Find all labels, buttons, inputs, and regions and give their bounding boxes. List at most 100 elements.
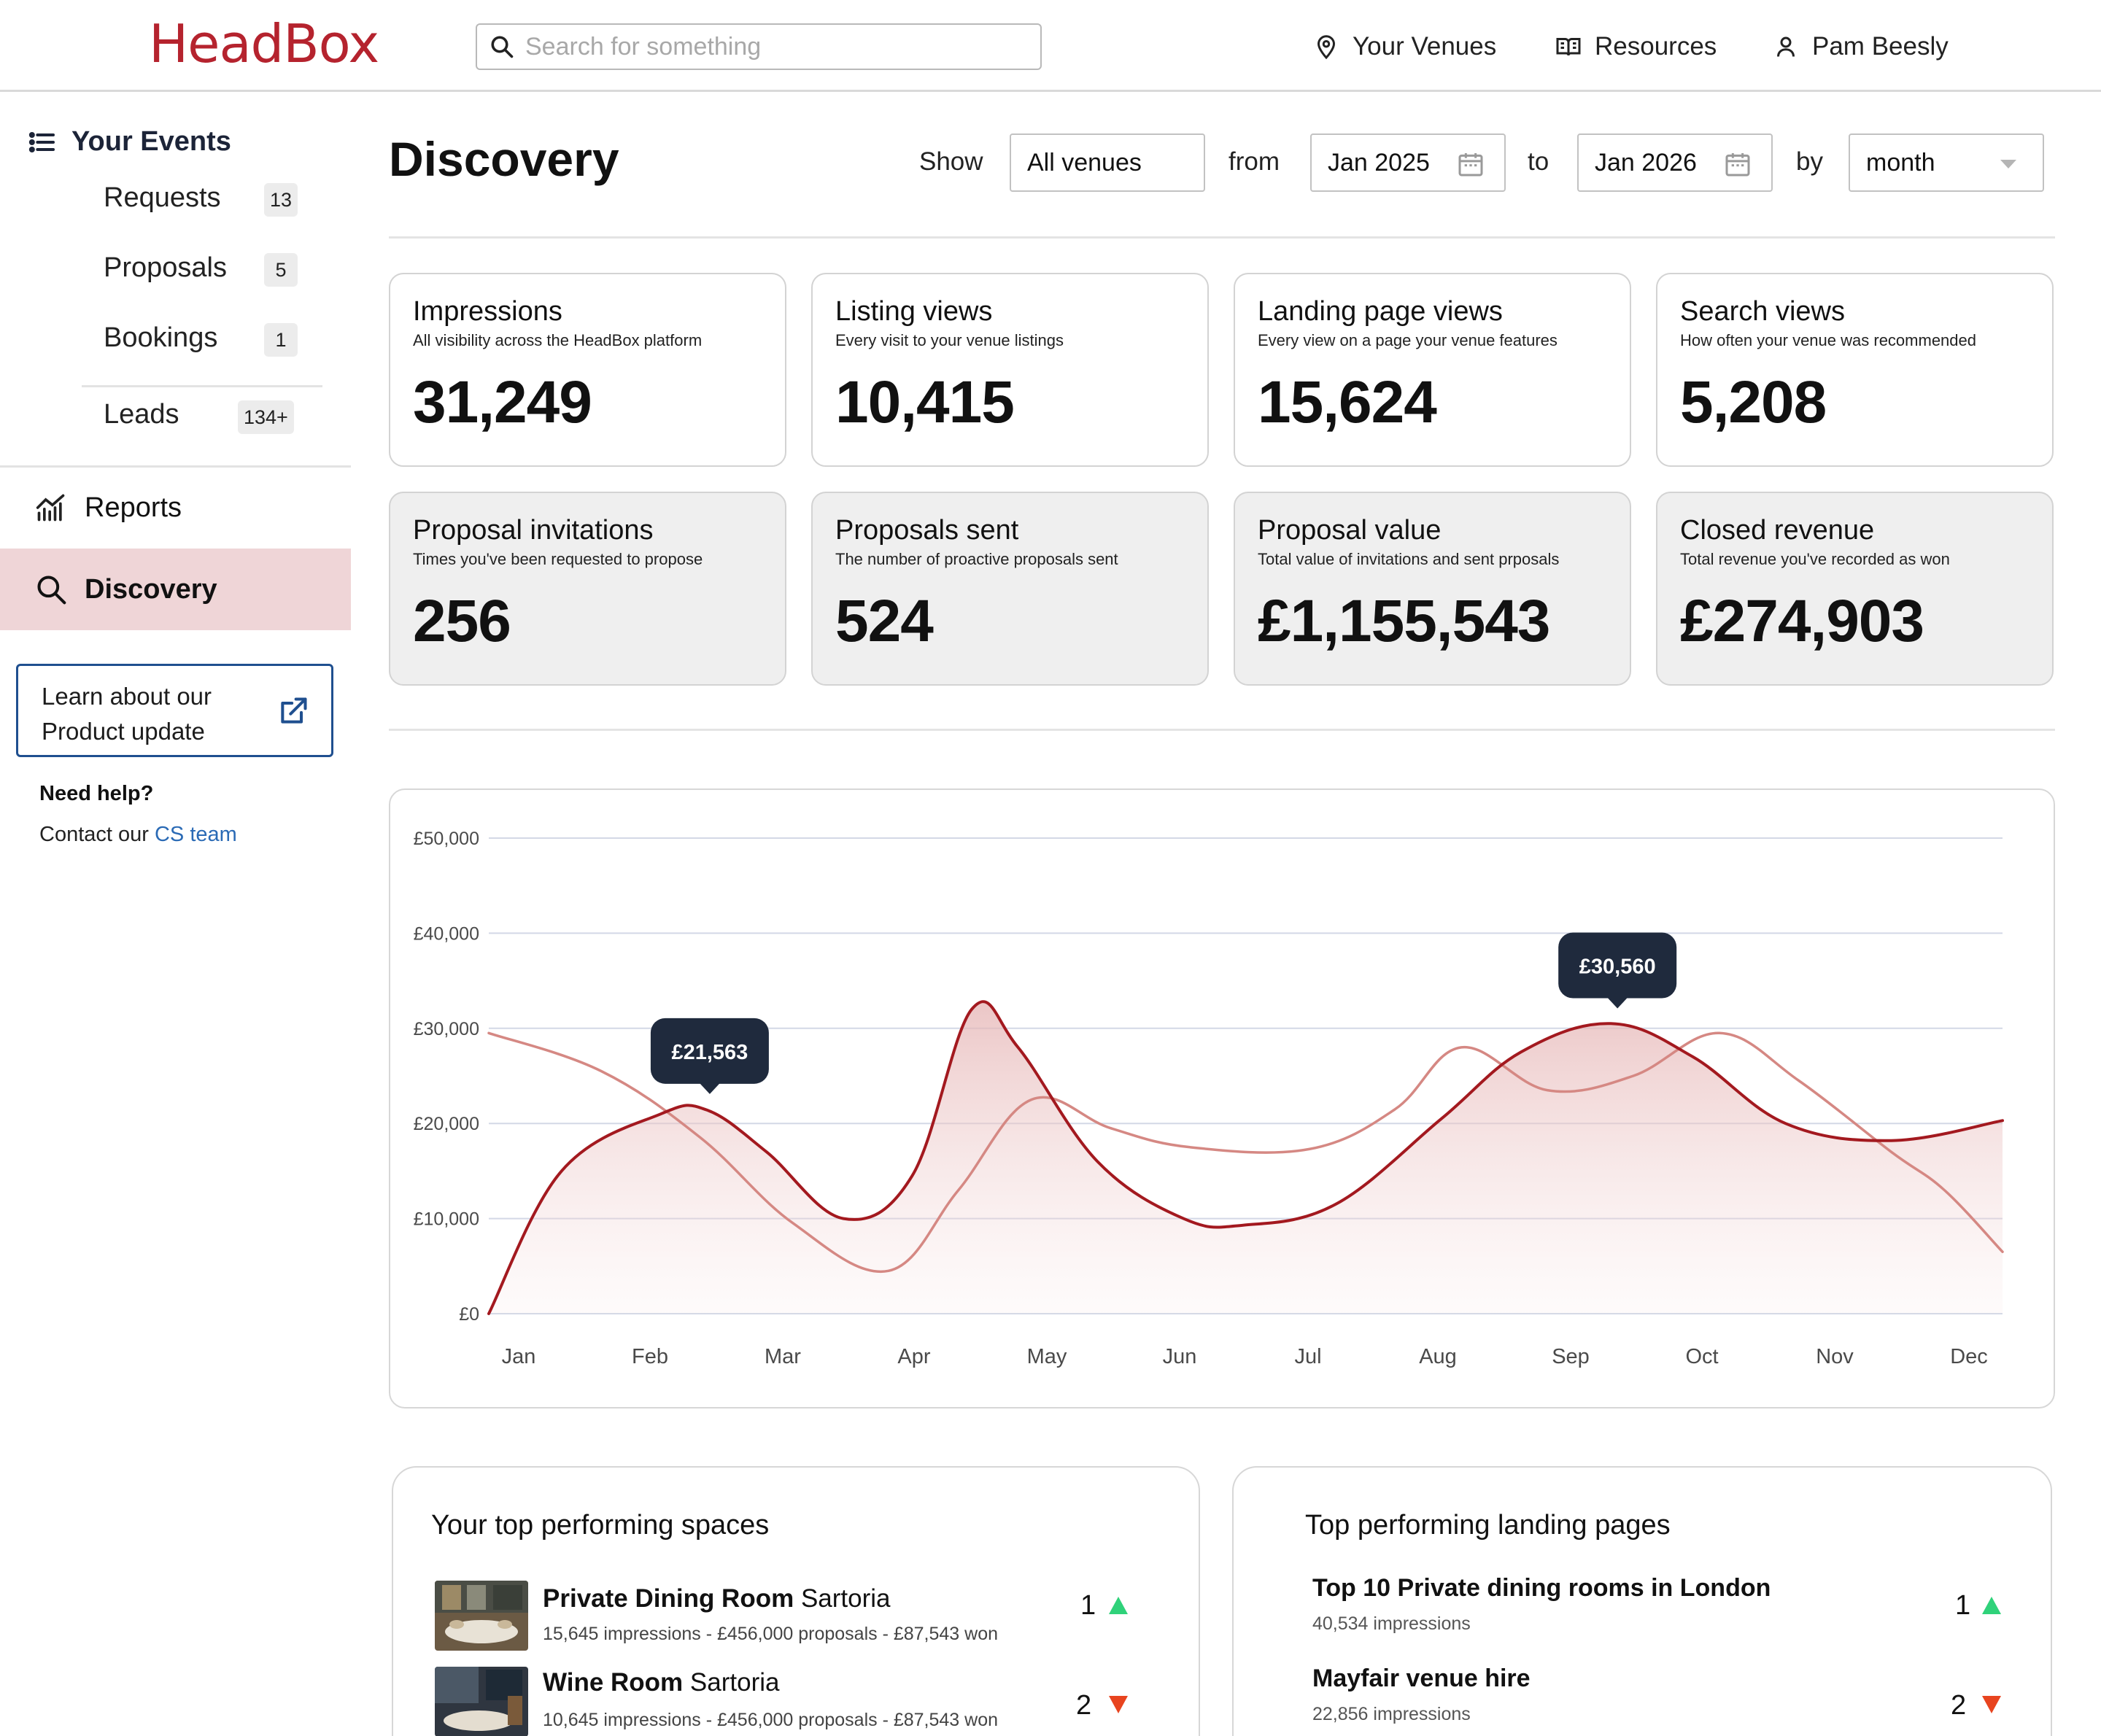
nav-resources-label: Resources [1595,32,1717,61]
headbox-logo[interactable]: HeadBox [149,15,390,73]
landing-page-name[interactable]: Mayfair venue hire [1312,1665,1531,1692]
section-divider [389,729,2055,731]
metric-subtitle: How often your venue was recommended [1680,331,1976,349]
metric-title: Listing views [835,296,993,327]
y-tick-label: £20,000 [414,1114,479,1134]
your-events-heading[interactable]: Your Events [28,126,231,158]
sidebar-item-proposals[interactable]: Proposals [104,252,227,283]
sidebar-item-requests[interactable]: Requests [104,182,221,213]
series-line[interactable] [487,1000,2004,1315]
top-navigation-bar: HeadBox Your Venues Resources Pam Beesly [0,0,2101,92]
metric-title: Proposal invitations [413,515,654,546]
show-label: Show [919,147,983,176]
space-rank: 2 [1076,1690,1092,1721]
data-point-tooltip: £30,560 [1558,932,1677,1009]
tooltip-label: £21,563 [671,1041,748,1064]
wine-room-image [435,1667,528,1736]
space-room-name: Private Dining Room [543,1584,794,1613]
trend-up-icon [1109,1597,1128,1614]
requests-count-badge: 13 [264,183,298,217]
space-venue-name: Sartoria [800,1584,891,1613]
series-line[interactable] [487,1031,2004,1274]
space-venue-name: Sartoria [689,1668,780,1697]
metric-value: 10,415 [835,369,1015,435]
landing-page-rank: 1 [1955,1590,1971,1621]
top-landing-pages-panel: Top performing landing pages Top 10 Priv… [1232,1466,2052,1736]
logo-text: HeadBox [149,13,379,74]
help-text: Contact our CS team [39,823,237,847]
tooltip-bubble [650,1018,769,1084]
x-tick-label: Sep [1552,1345,1590,1368]
space-stats: 10,645 impressions - £456,000 proposals … [543,1710,999,1730]
sidebar-item-bookings[interactable]: Bookings [104,322,218,353]
venue-select[interactable]: All venues [1010,133,1205,192]
x-tick-label: Dec [1950,1345,1988,1368]
x-tick-label: Mar [765,1345,801,1368]
book-icon [1556,38,1581,56]
x-tick-label: Aug [1419,1345,1457,1368]
list-icon [28,131,55,152]
x-tick-label: May [1027,1345,1067,1368]
from-date-picker[interactable]: Jan 2025 [1310,133,1506,192]
need-help-heading: Need help? [39,782,154,805]
search-icon [491,36,514,58]
metric-title: Closed revenue [1680,515,1875,546]
from-date-value: Jan 2025 [1328,148,1430,177]
space-room-name: Wine Room [543,1668,684,1697]
nav-resources[interactable]: Resources [1555,26,1717,67]
dining-room-image [435,1581,528,1651]
chevron-down-icon [2000,160,2016,168]
x-tick-label: Oct [1685,1345,1718,1368]
space-rank: 1 [1080,1590,1096,1621]
metric-subtitle: The number of proactive proposals sent [835,550,1118,568]
map-pin-icon [1317,35,1336,60]
learn-line-1: Learn about our [42,683,212,710]
trend-down-icon [1982,1696,2001,1713]
section-divider [389,236,2055,239]
space-thumbnail[interactable] [435,1667,528,1736]
landing-page-impressions: 40,534 impressions [1312,1613,1471,1634]
period-select-value: month [1866,148,1935,177]
revenue-chart-card: £0 £10,000 £20,000 £30,000 £40,000 £50,000 Jan… [389,788,2055,1408]
search-input[interactable] [525,32,1021,61]
sidebar-item-reports[interactable]: Reports [0,467,351,549]
metric-subtitle: Total revenue you've recorded as won [1680,550,1950,568]
y-tick-label: £40,000 [414,923,479,944]
cs-team-link[interactable]: CS team [154,823,237,846]
calendar-icon [1458,153,1483,177]
metric-value: £274,903 [1680,588,1924,654]
space-thumbnail[interactable] [435,1581,528,1651]
y-tick-label: £10,000 [414,1209,479,1230]
metric-title: Landing page views [1258,296,1503,327]
help-text-prefix: Contact our [39,823,155,846]
period-select[interactable]: month [1849,133,2044,192]
metric-card-proposals-sent: Proposals sent The number of proactive p… [811,492,1209,686]
landing-page-rank: 2 [1951,1690,1967,1721]
trend-up-icon [1982,1597,2001,1614]
metric-value: £1,155,543 [1258,588,1550,654]
search-box[interactable] [476,23,1042,70]
sidebar-item-leads[interactable]: Leads [104,399,179,430]
x-tick-label: Nov [1816,1345,1854,1368]
external-link-icon [281,697,307,724]
product-update-link[interactable]: Learn about our Product update [16,664,333,757]
to-date-picker[interactable]: Jan 2026 [1577,133,1773,192]
space-name[interactable]: Wine Room Sartoria [543,1668,779,1697]
reports-label: Reports [85,492,182,523]
nav-user-account[interactable]: Pam Beesly [1773,26,1949,67]
to-label: to [1528,147,1549,176]
sidebar-divider [82,385,322,387]
metric-title: Search views [1680,296,1845,327]
tooltip-bubble [1558,932,1677,999]
metric-card-proposal-invitations: Proposal invitations Times you've been r… [389,492,786,686]
sidebar-item-discovery[interactable]: Discovery [0,549,351,630]
y-tick-label: £0 [459,1304,479,1325]
metric-value: 524 [835,588,934,654]
space-name[interactable]: Private Dining Room Sartoria [543,1584,891,1613]
metric-subtitle: Every view on a page your venue features [1258,331,1558,349]
metric-subtitle: Total value of invitations and sent prpo… [1258,550,1560,568]
nav-your-venues[interactable]: Your Venues [1313,26,1496,67]
landing-page-name[interactable]: Top 10 Private dining rooms in London [1312,1574,1771,1602]
user-name: Pam Beesly [1812,32,1949,61]
metric-title: Proposals sent [835,515,1019,546]
